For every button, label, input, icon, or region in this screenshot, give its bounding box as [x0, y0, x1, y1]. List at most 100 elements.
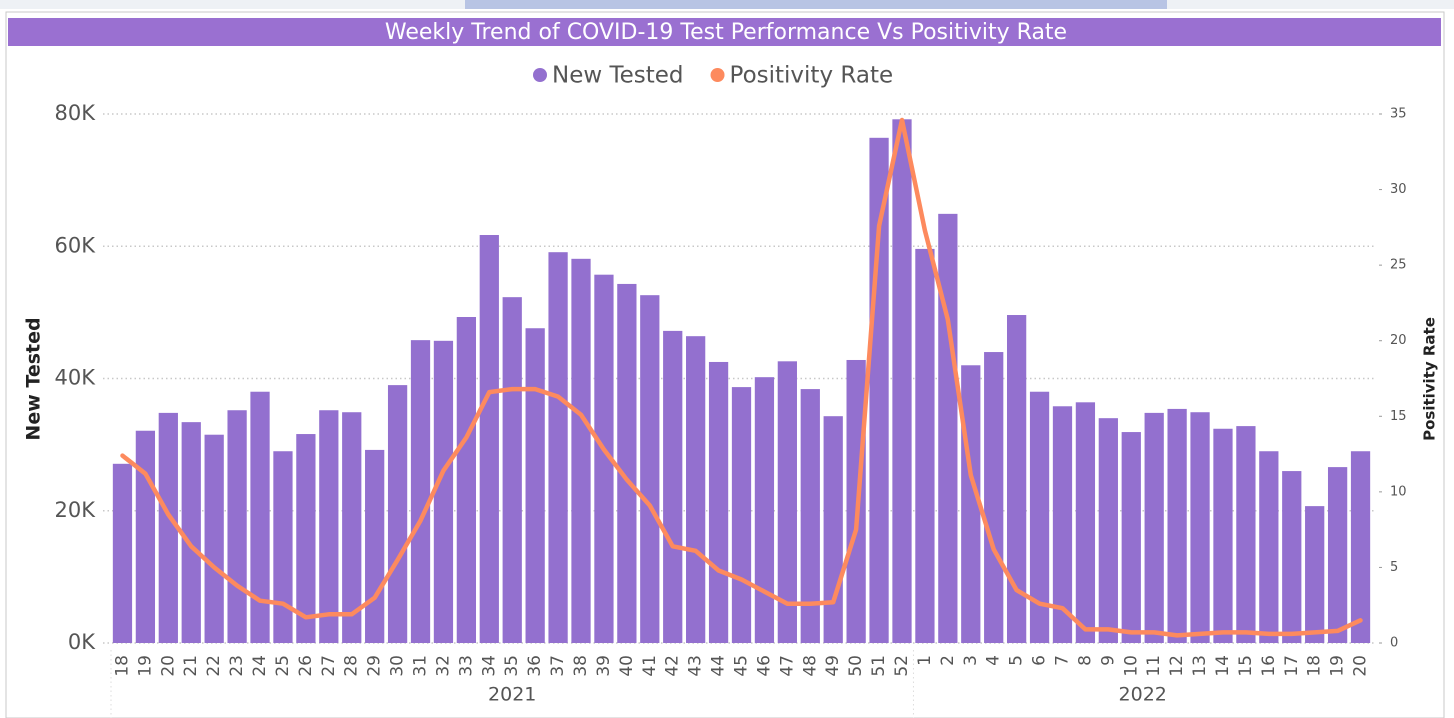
- bar: [250, 391, 270, 643]
- x-tick-label: 47: [777, 655, 797, 677]
- bar: [387, 385, 408, 643]
- x-tick-label: 30: [388, 655, 408, 677]
- x-tick-label: 11: [1144, 655, 1164, 677]
- bar: [548, 252, 568, 644]
- x-tick-label: 10: [1121, 655, 1141, 677]
- bar: [1282, 471, 1302, 643]
- bar: [158, 412, 178, 643]
- x-tick-label: 39: [594, 655, 614, 677]
- x-tick-label: 34: [479, 655, 499, 677]
- bar: [204, 434, 224, 643]
- x-tick-label: 4: [984, 655, 1004, 666]
- y2-tick-label: 10: [1390, 484, 1407, 499]
- x-tick-label: 48: [800, 655, 820, 677]
- bar: [227, 410, 247, 643]
- bar: [296, 434, 316, 643]
- bar: [731, 387, 752, 643]
- x-tick-label: 13: [1190, 655, 1210, 677]
- bar: [1006, 315, 1027, 643]
- bar: [617, 283, 637, 643]
- x-tick-label: 16: [1259, 655, 1279, 677]
- x-tick-label: 7: [1052, 655, 1072, 666]
- x-tick-label: 37: [548, 655, 568, 677]
- x-tick-label: 2: [938, 655, 958, 666]
- bar: [319, 410, 339, 643]
- x-tick-label: 44: [709, 655, 729, 677]
- bar: [708, 361, 729, 643]
- bar: [1327, 467, 1348, 643]
- x-tick-label: 28: [342, 655, 362, 677]
- bar: [1190, 412, 1210, 643]
- x-tick-label: 21: [181, 655, 201, 677]
- x-tick-label: 22: [204, 655, 224, 677]
- x-tick-label: 25: [273, 655, 293, 677]
- bar: [1052, 406, 1073, 643]
- x-tick-label: 23: [227, 655, 247, 677]
- x-tick-label: 24: [250, 655, 270, 677]
- bar: [1213, 428, 1233, 643]
- bar: [342, 412, 362, 643]
- legend-label: Positivity Rate: [730, 63, 894, 89]
- bar: [112, 463, 133, 643]
- x-tick-label: 19: [1328, 655, 1348, 677]
- bar: [686, 336, 706, 643]
- y-tick-label: 0K: [68, 630, 96, 654]
- x-group-label: 2022: [1119, 684, 1167, 706]
- x-tick-label: 43: [686, 655, 706, 677]
- x-tick-label: 12: [1167, 655, 1187, 677]
- x-tick-label: 9: [1098, 655, 1118, 666]
- bar: [1350, 451, 1371, 643]
- bar: [410, 340, 431, 643]
- bar: [640, 295, 660, 643]
- bar: [1305, 506, 1325, 643]
- bar: [823, 416, 843, 643]
- bar: [869, 137, 889, 643]
- x-tick-label: 40: [617, 655, 637, 677]
- x-tick-label: 6: [1030, 655, 1050, 666]
- bar: [663, 330, 683, 643]
- y2-tick-label: 30: [1390, 182, 1407, 197]
- legend-marker: [710, 68, 725, 82]
- y2-tick-label: 0: [1390, 636, 1398, 651]
- y-axis-title: New Tested: [23, 317, 45, 440]
- x-tick-label: 8: [1075, 655, 1095, 666]
- bar: [754, 377, 775, 643]
- title-bar: [8, 18, 1441, 46]
- x-tick-label: 31: [411, 655, 431, 677]
- y-tick-label: 60K: [55, 233, 97, 257]
- bar: [525, 328, 545, 643]
- y2-tick-label: 25: [1390, 258, 1407, 273]
- x-tick-label: 29: [365, 655, 385, 677]
- bar: [433, 340, 454, 643]
- x-group-label: 2021: [488, 684, 536, 706]
- x-tick-label: 42: [663, 655, 683, 677]
- x-tick-label: 18: [1305, 655, 1325, 677]
- bar: [456, 317, 477, 643]
- bar: [1167, 408, 1187, 643]
- x-tick-label: 5: [1007, 655, 1027, 666]
- bar: [1075, 402, 1096, 643]
- bar: [938, 213, 958, 643]
- bar: [181, 422, 201, 643]
- bar: [1098, 418, 1118, 643]
- bar: [502, 297, 522, 643]
- x-tick-label: 17: [1282, 655, 1302, 677]
- x-tick-label: 46: [754, 655, 774, 677]
- y2-tick-label: 35: [1390, 107, 1407, 122]
- bar: [777, 361, 797, 643]
- scroll-thumb: [465, 0, 1167, 9]
- bar: [273, 451, 293, 643]
- x-tick-label: 49: [823, 655, 843, 677]
- x-tick-label: 19: [135, 655, 155, 677]
- x-tick-label: 33: [456, 655, 476, 677]
- x-tick-label: 20: [1351, 655, 1371, 677]
- y2-tick-label: 20: [1390, 333, 1407, 348]
- y-tick-label: 40K: [55, 366, 97, 390]
- x-tick-label: 35: [502, 655, 522, 677]
- x-tick-label: 15: [1236, 655, 1256, 677]
- x-tick-label: 45: [732, 655, 752, 677]
- x-tick-label: 26: [296, 655, 316, 677]
- x-tick-label: 38: [571, 655, 591, 677]
